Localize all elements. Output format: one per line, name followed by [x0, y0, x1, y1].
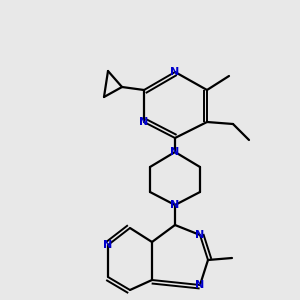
- Text: N: N: [195, 230, 205, 240]
- Text: N: N: [170, 67, 180, 77]
- Text: N: N: [103, 240, 112, 250]
- Text: N: N: [170, 147, 180, 157]
- Text: N: N: [140, 117, 148, 127]
- Text: N: N: [195, 280, 205, 290]
- Text: N: N: [170, 200, 180, 210]
